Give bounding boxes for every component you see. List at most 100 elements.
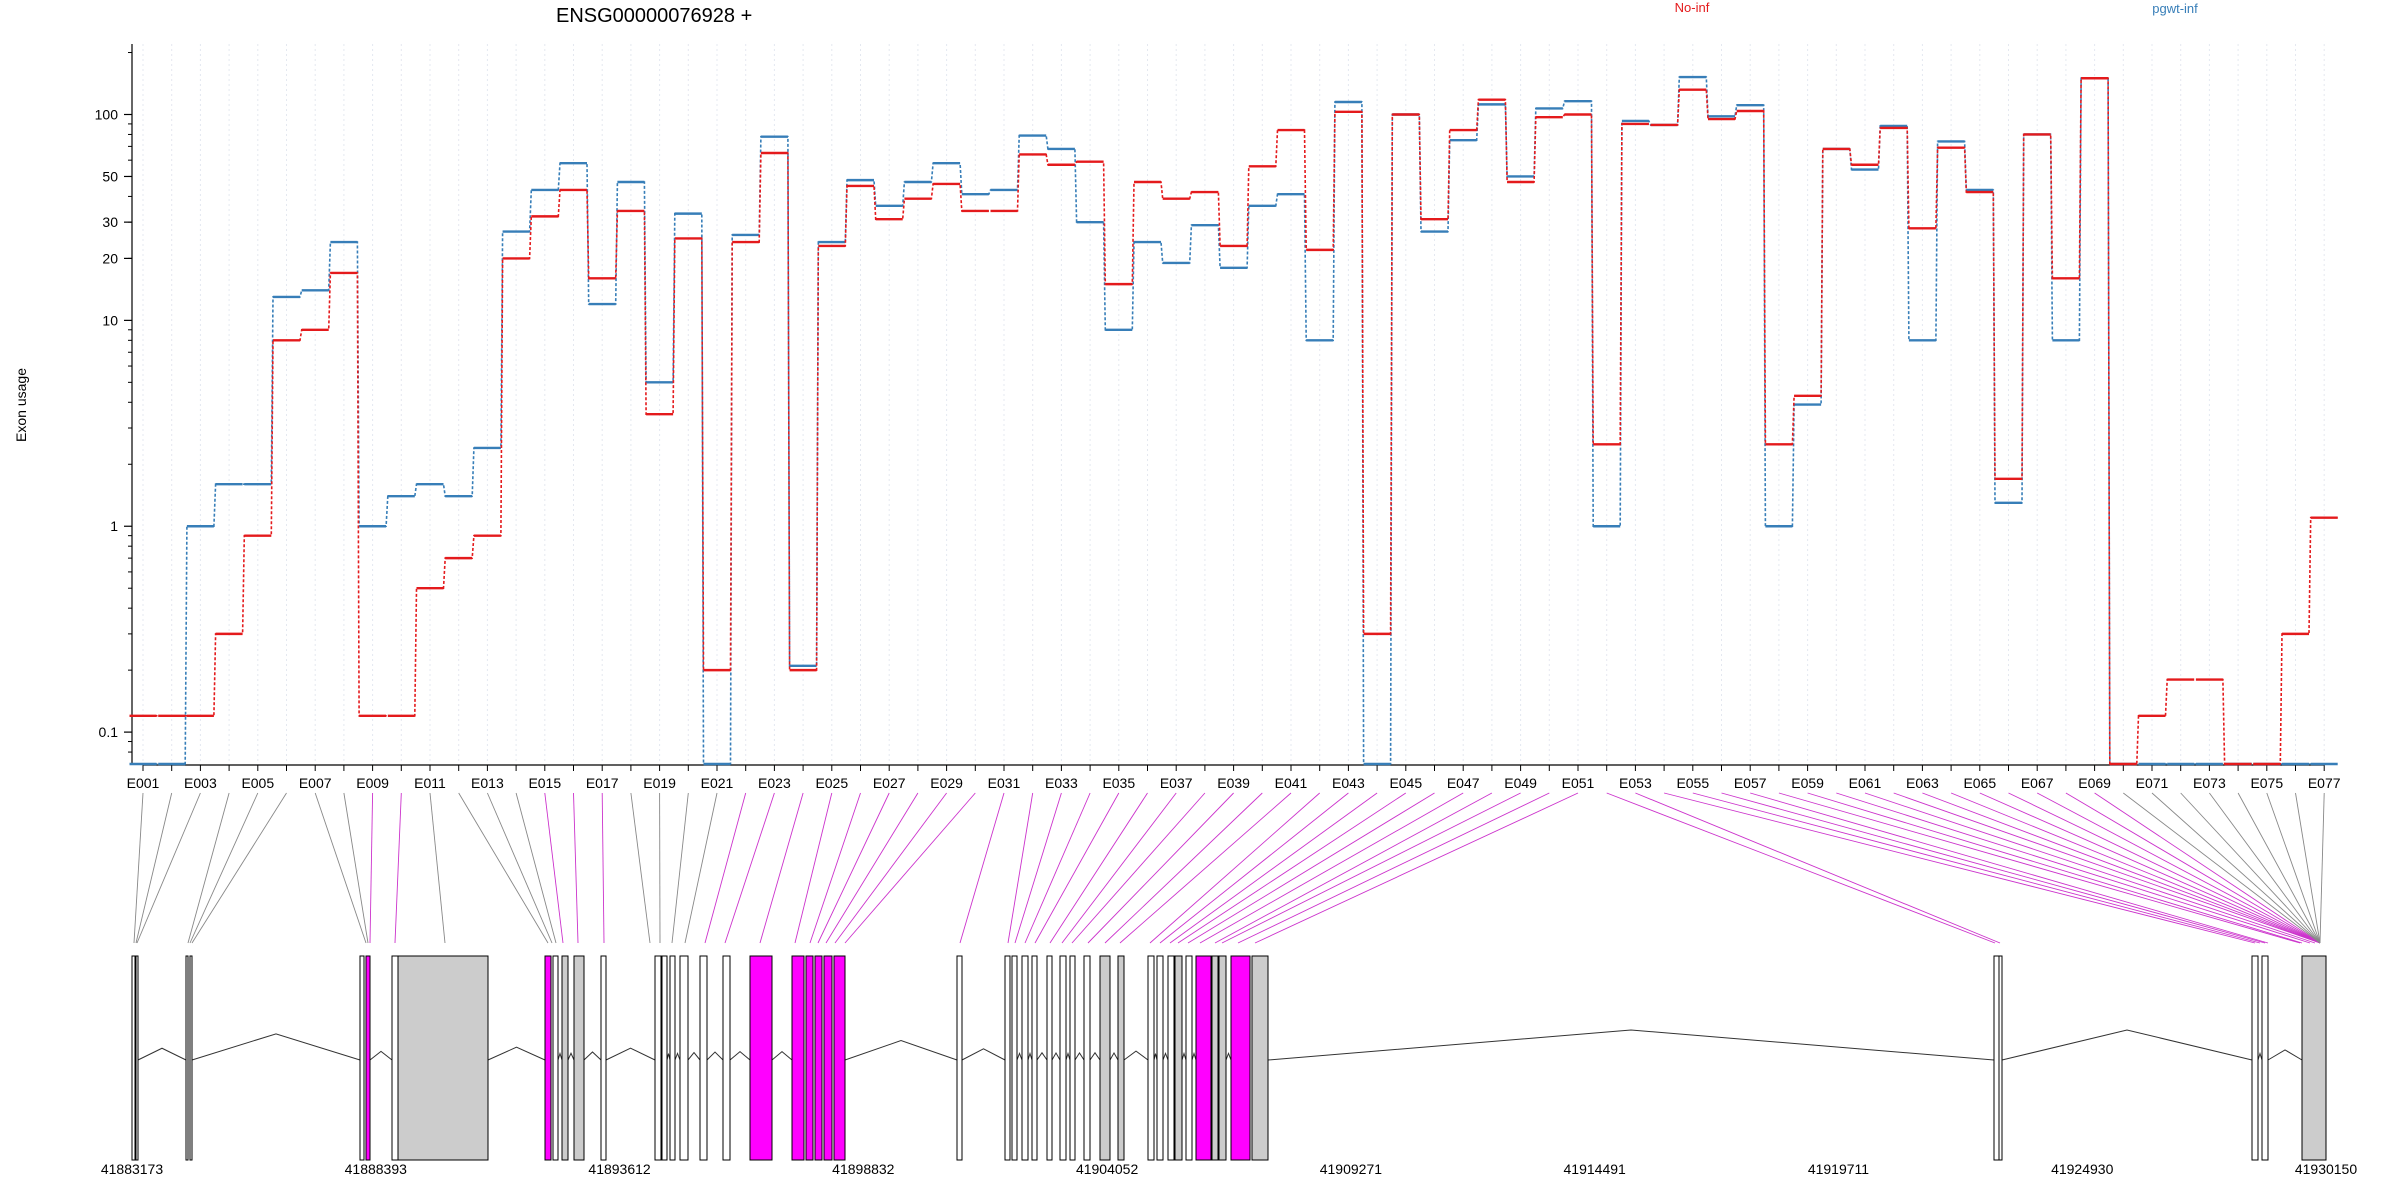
connector-line — [1922, 792, 2321, 944]
connector-line — [825, 792, 919, 944]
exon-block — [544, 955, 552, 1161]
connector-line — [1087, 792, 1234, 944]
connector-line — [2065, 792, 2321, 944]
connector-line — [1950, 792, 2321, 944]
connector-line — [1864, 792, 2316, 944]
y-tick-label: 30 — [102, 214, 118, 230]
connector-line — [1606, 792, 1996, 944]
connector-line — [187, 792, 230, 944]
coordinate-label: 41888393 — [345, 1161, 408, 1177]
intron-line — [369, 1050, 393, 1061]
exon-block — [135, 955, 139, 1161]
x-tick-label: E045 — [1389, 775, 1422, 791]
x-tick-label: E041 — [1275, 775, 1308, 791]
connector-line — [573, 792, 579, 944]
exon-block — [699, 955, 708, 1161]
x-tick-label: E055 — [1676, 775, 1709, 791]
connector-line — [1007, 792, 1034, 944]
coordinate-label: 41893612 — [588, 1161, 651, 1177]
connector-line — [2237, 792, 2321, 944]
x-tick-label: E037 — [1160, 775, 1193, 791]
exon-block — [722, 955, 731, 1161]
coordinate-label: 41904052 — [1076, 1161, 1139, 1177]
connector-line — [1199, 792, 1464, 944]
connector-line — [1836, 792, 2311, 944]
connector-line — [1721, 792, 2266, 944]
intron-line — [1109, 1052, 1119, 1061]
intron-line — [1267, 1029, 1995, 1061]
connector-line — [1214, 792, 1493, 944]
exon-block — [1031, 955, 1038, 1161]
connector-line — [394, 792, 402, 944]
intron-line — [557, 1051, 563, 1061]
intron-line — [1225, 1051, 1232, 1061]
exon-block — [833, 955, 846, 1161]
y-axis: 0.1 1 10 20 30 50 100 — [95, 44, 133, 764]
series-line — [129, 77, 2338, 765]
x-tick-label: E039 — [1217, 775, 1250, 791]
x-tick-label: E023 — [758, 775, 791, 791]
exon-block — [1011, 955, 1018, 1161]
connector-line — [1024, 792, 1091, 944]
exon-block — [1083, 955, 1091, 1161]
exon-block — [1993, 955, 2000, 1161]
exon-block — [1211, 955, 1219, 1161]
intron-line — [1191, 1051, 1197, 1061]
connector-line — [1692, 792, 2261, 944]
coordinate-label: 41898832 — [832, 1161, 895, 1177]
exon-block — [654, 955, 662, 1161]
connector-line — [1104, 792, 1263, 944]
chart-title: ENSG00000076928 + — [556, 5, 752, 27]
intron-line — [2001, 1029, 2253, 1061]
connector-line — [369, 792, 374, 944]
x-axis: E001 E003 E005 E007 E009 E011 E013 E015 E017 E019… — [127, 764, 2341, 791]
connector-line — [2295, 792, 2321, 944]
connector-line — [1893, 792, 2321, 944]
x-tick-label: E075 — [2250, 775, 2283, 791]
exon-block — [823, 955, 833, 1161]
connector-line — [684, 792, 718, 944]
connector-line — [2319, 792, 2325, 944]
exon-block — [805, 955, 814, 1161]
connector-line — [458, 792, 549, 944]
connector-line — [630, 792, 651, 944]
exon-block — [791, 955, 805, 1161]
exon-block — [749, 955, 773, 1161]
connector-line — [844, 792, 976, 944]
intron-line — [605, 1047, 656, 1061]
intron-line — [191, 1033, 361, 1061]
connector-line — [191, 792, 287, 944]
connector-line — [1049, 792, 1148, 944]
connector-line — [959, 792, 1005, 944]
x-tick-label: E073 — [2193, 775, 2226, 791]
legend-label-no-inf: No-inf — [1675, 0, 1710, 15]
connector-line — [1177, 792, 1407, 944]
connector-line — [1149, 792, 1320, 944]
intron-line — [2257, 1051, 2263, 1061]
connector-line — [1159, 792, 1349, 944]
connector-line — [2123, 792, 2321, 944]
connector-line — [515, 792, 557, 944]
x-tick-label: E049 — [1504, 775, 1537, 791]
coordinate-label: 41909271 — [1320, 1161, 1383, 1177]
y-tick-label: 1 — [110, 518, 118, 534]
connector-line — [136, 792, 201, 944]
connector-line — [1807, 792, 2303, 944]
legend-label-pgwt-inf: pgwt-inf — [2152, 1, 2198, 16]
connector-line — [1061, 792, 1177, 944]
connector-line — [809, 792, 861, 944]
connector-line — [2266, 792, 2321, 944]
exon-block — [365, 955, 371, 1161]
exon-block — [1185, 955, 1193, 1161]
y-tick-label: 0.1 — [99, 724, 119, 740]
intron-line — [487, 1046, 546, 1061]
intron-line — [1089, 1051, 1101, 1061]
exon-block — [391, 955, 399, 1161]
exon-block — [2301, 955, 2327, 1161]
intron-line — [2267, 1049, 2303, 1061]
exon-block — [1156, 955, 1164, 1161]
intron-line — [137, 1047, 187, 1061]
connector-line — [2036, 792, 2321, 944]
exon-block — [1046, 955, 1053, 1161]
